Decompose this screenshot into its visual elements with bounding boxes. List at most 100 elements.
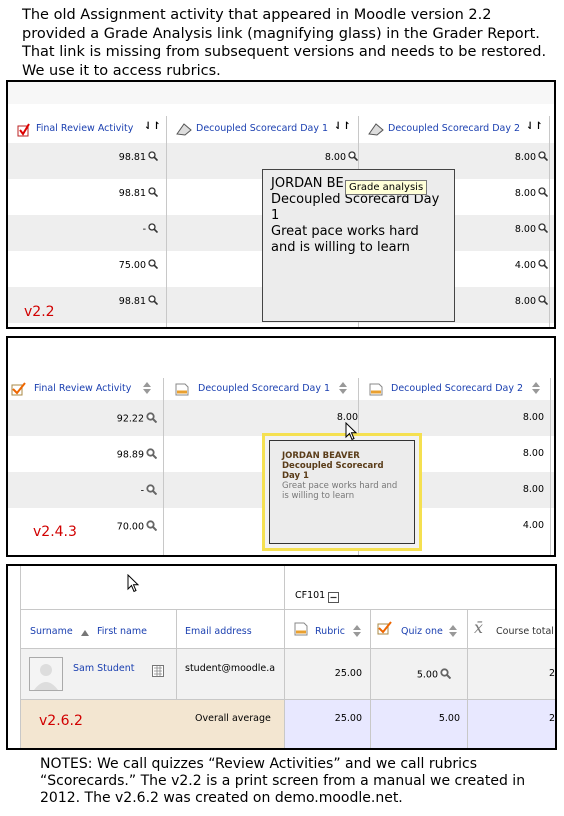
- grade-value: 4.00: [522, 520, 544, 531]
- grade-value: 75.00: [118, 260, 146, 271]
- assignment-icon: [176, 121, 192, 140]
- sort-icon[interactable]: [338, 380, 348, 399]
- header-row: Final Review Activity Decoupled Scorecar…: [8, 378, 554, 400]
- grade-value: 98.81: [118, 296, 146, 307]
- grade-value: 8.00: [336, 412, 358, 423]
- average-course-total: 2: [549, 713, 556, 724]
- intro-text: The old Assignment activity that appeare…: [22, 7, 547, 79]
- tooltip-comment: Great pace works hard and is willing to …: [271, 224, 419, 255]
- assignment-icon: [368, 121, 384, 140]
- col-final-review[interactable]: Final Review Activity: [34, 383, 132, 394]
- sort-icon[interactable]: [448, 623, 458, 642]
- sort-icon[interactable]: [531, 380, 541, 399]
- magnifier-icon[interactable]: [146, 448, 158, 462]
- magnifier-icon[interactable]: [538, 259, 549, 272]
- tooltip-student-name: JORDAN BEAVER: [282, 451, 360, 461]
- student-name-link[interactable]: Sam Student: [73, 663, 135, 674]
- grade-value: 8.00: [522, 484, 544, 495]
- col-email[interactable]: Email address: [185, 626, 252, 637]
- grade-value: 98.81: [118, 152, 146, 163]
- grade-value: -: [140, 485, 144, 497]
- tooltip-item-name: Decoupled Scorecard Day 1: [271, 192, 440, 223]
- quiz-grade: 5.00: [416, 669, 438, 681]
- version-label: v2.4.3: [33, 524, 77, 540]
- magnifier-icon[interactable]: [538, 223, 549, 236]
- average-quiz: 5.00: [438, 713, 460, 724]
- col-scorecard-day1[interactable]: Decoupled Scorecard Day 1: [196, 123, 329, 134]
- magnifier-icon[interactable]: [538, 187, 549, 200]
- sort-asc-icon[interactable]: [80, 622, 90, 641]
- magnifier-icon[interactable]: [146, 412, 158, 426]
- magnifier-icon[interactable]: [146, 484, 158, 498]
- magnifier-icon[interactable]: [148, 187, 159, 200]
- panel-v2-6-2: CF101 Surname First name Email address R…: [6, 564, 557, 750]
- sort-icon[interactable]: ⇃↾: [334, 121, 351, 132]
- col-scorecard-day2[interactable]: Decoupled Scorecard Day 2: [388, 123, 521, 134]
- assignment-icon: [293, 621, 309, 641]
- grade-value: 8.00: [522, 448, 544, 459]
- sort-icon[interactable]: ⇃↾: [144, 121, 161, 132]
- version-label: v2.6.2: [39, 713, 83, 729]
- col-surname[interactable]: Surname: [30, 626, 73, 637]
- magnifier-icon[interactable]: [538, 151, 549, 164]
- sort-icon[interactable]: [142, 380, 152, 399]
- average-row: [285, 700, 555, 748]
- version-label: v2.2: [24, 304, 55, 320]
- rubric-grade: 25.00: [334, 668, 362, 679]
- panel-v2-2: Final Review Activity ⇃↾ Decoupled Score…: [6, 80, 556, 329]
- magnifier-icon[interactable]: [146, 520, 158, 534]
- grade-value: -: [142, 224, 146, 235]
- grade-value: 8.00: [514, 188, 536, 199]
- magnifier-icon[interactable]: [148, 295, 159, 308]
- grade-value: 70.00: [116, 521, 144, 533]
- overall-average-label: Overall average: [195, 713, 271, 724]
- magnifier-icon[interactable]: [148, 259, 159, 272]
- grade-report-icon[interactable]: [152, 662, 164, 681]
- mouse-cursor-icon: [345, 421, 359, 446]
- col-course-total: Course total: [496, 626, 554, 637]
- tooltip-comment: Great pace works hard and is willing to …: [282, 481, 398, 501]
- student-email: student@moodle.a: [185, 663, 276, 674]
- col-final-review[interactable]: Final Review Activity: [36, 123, 134, 134]
- average-row-label-cell: [21, 700, 284, 748]
- grade-analysis-hover-label: Grade analysis: [345, 180, 428, 195]
- grade-value: 98.89: [116, 449, 144, 461]
- grade-value: 8.00: [324, 152, 346, 163]
- header-row: Final Review Activity ⇃↾ Decoupled Score…: [8, 116, 554, 143]
- assignment-icon: [368, 381, 384, 400]
- notes-text: NOTES: We call quizzes “Review Activitie…: [40, 756, 526, 806]
- table-row: [21, 649, 555, 699]
- grade-value: 98.81: [118, 188, 146, 199]
- col-rubric[interactable]: Rubric: [315, 626, 345, 637]
- mean-icon: x̄: [474, 618, 484, 637]
- grade-value: 8.00: [514, 224, 536, 235]
- panel-v2-4-3: Final Review Activity Decoupled Scorecar…: [6, 336, 556, 557]
- collapse-icon[interactable]: [328, 588, 339, 607]
- category-name: CF101: [295, 590, 326, 601]
- quiz-icon: [11, 381, 27, 400]
- col-quiz-one[interactable]: Quiz one: [401, 626, 443, 637]
- magnifier-icon[interactable]: [440, 668, 452, 682]
- grade-value: 8.00: [522, 412, 544, 423]
- grade-value: 92.22: [116, 413, 144, 425]
- avatar[interactable]: [29, 657, 63, 695]
- magnifier-icon[interactable]: [348, 151, 359, 164]
- quiz-icon: [17, 122, 31, 141]
- grade-value: 8.00: [514, 152, 536, 163]
- sort-icon[interactable]: [352, 623, 362, 642]
- tooltip-student-name: JORDAN BE: [271, 176, 344, 191]
- grade-value: 4.00: [514, 260, 536, 271]
- mouse-cursor-icon: [127, 573, 141, 598]
- magnifier-icon[interactable]: [148, 223, 159, 236]
- assignment-icon: [174, 381, 190, 400]
- col-first-name[interactable]: First name: [97, 626, 147, 637]
- sort-icon[interactable]: ⇃↾: [526, 121, 543, 132]
- magnifier-icon[interactable]: [538, 295, 549, 308]
- table-row: [8, 400, 554, 436]
- col-scorecard-day1[interactable]: Decoupled Scorecard Day 1: [198, 383, 331, 394]
- col-scorecard-day2[interactable]: Decoupled Scorecard Day 2: [391, 383, 524, 394]
- grade-value: 8.00: [514, 296, 536, 307]
- course-total-grade: 2: [549, 668, 556, 679]
- magnifier-icon[interactable]: [148, 151, 159, 164]
- tooltip-item-name: Decoupled Scorecard Day 1: [282, 461, 384, 481]
